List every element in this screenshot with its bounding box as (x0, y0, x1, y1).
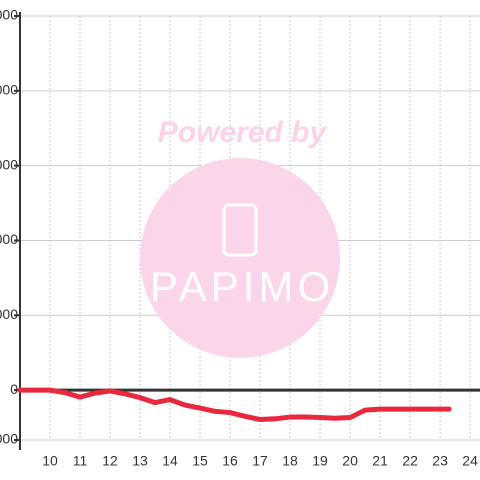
y-tick-label: 120,000 (0, 82, 18, 98)
x-tick-label: 15 (192, 453, 208, 469)
x-tick-label: 20 (342, 453, 358, 469)
watermark-circle (140, 158, 340, 358)
y-tick-label: 0 (10, 381, 18, 397)
x-tick-label: 22 (402, 453, 418, 469)
watermark-title: Powered by (158, 116, 328, 149)
x-tick-label: 10 (42, 453, 58, 469)
x-tick-label: 14 (162, 453, 178, 469)
x-tick-label: 18 (282, 453, 298, 469)
x-tick-label: 11 (73, 453, 88, 469)
x-tick-label: 12 (102, 453, 118, 469)
x-tick-label: 23 (432, 453, 448, 469)
y-tick-label: 60,000 (0, 231, 18, 247)
x-tick-label: 21 (372, 453, 388, 469)
y-tick-label: 150,000 (0, 7, 18, 23)
x-tick-label: 16 (222, 453, 238, 469)
watermark-logo: PAPIMO (150, 263, 334, 310)
x-tick-label: 24 (462, 453, 478, 469)
x-tick-label: 13 (132, 453, 148, 469)
y-tick-label: -20,000 (0, 431, 18, 447)
data-line (17, 387, 452, 423)
x-tick-label: 17 (252, 453, 268, 469)
x-tick-label: 19 (312, 453, 328, 469)
watermark-icon (222, 203, 258, 257)
y-tick-label: 90,000 (0, 156, 18, 172)
y-tick-label: 30,000 (0, 306, 18, 322)
